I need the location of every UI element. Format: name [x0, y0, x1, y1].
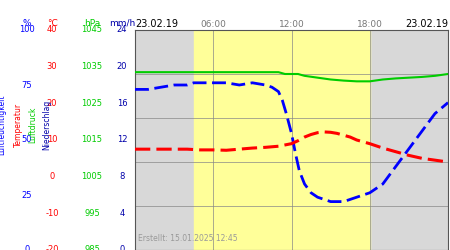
Text: 0: 0 — [50, 172, 54, 181]
Text: 12: 12 — [117, 136, 127, 144]
Text: 10: 10 — [47, 136, 57, 144]
Text: 20: 20 — [117, 62, 127, 71]
Text: 1025: 1025 — [81, 99, 103, 108]
Text: 0: 0 — [24, 246, 30, 250]
Text: 50: 50 — [22, 136, 32, 144]
Text: 16: 16 — [117, 99, 127, 108]
Text: 985: 985 — [84, 246, 100, 250]
Text: %: % — [22, 18, 32, 28]
Text: Temperatur: Temperatur — [14, 103, 23, 147]
Text: 8: 8 — [119, 172, 125, 181]
Text: 23.02.19: 23.02.19 — [135, 19, 178, 29]
Text: 100: 100 — [19, 26, 35, 35]
Text: -20: -20 — [45, 246, 59, 250]
Text: 24: 24 — [117, 26, 127, 35]
Text: 20: 20 — [47, 99, 57, 108]
Text: Luftdruck: Luftdruck — [28, 107, 37, 143]
Text: 1045: 1045 — [81, 26, 103, 35]
Text: mm/h: mm/h — [109, 18, 135, 28]
Text: hPa: hPa — [84, 18, 100, 28]
Text: 75: 75 — [22, 80, 32, 90]
Text: -10: -10 — [45, 209, 59, 218]
Text: °C: °C — [47, 18, 58, 28]
Text: 4: 4 — [119, 209, 125, 218]
Text: 1035: 1035 — [81, 62, 103, 71]
Text: 30: 30 — [47, 62, 57, 71]
Text: Luftfeuchtigkeit: Luftfeuchtigkeit — [0, 95, 6, 155]
Text: 0: 0 — [119, 246, 125, 250]
Text: 1005: 1005 — [81, 172, 103, 181]
Text: 25: 25 — [22, 190, 32, 200]
Text: Niederschlag: Niederschlag — [43, 100, 52, 150]
Text: 995: 995 — [84, 209, 100, 218]
Text: 40: 40 — [47, 26, 57, 35]
Text: 1015: 1015 — [81, 136, 103, 144]
Bar — [194, 30, 370, 250]
Text: 23.02.19: 23.02.19 — [405, 19, 448, 29]
Text: Erstellt: 15.01.2025 12:45: Erstellt: 15.01.2025 12:45 — [138, 234, 238, 244]
